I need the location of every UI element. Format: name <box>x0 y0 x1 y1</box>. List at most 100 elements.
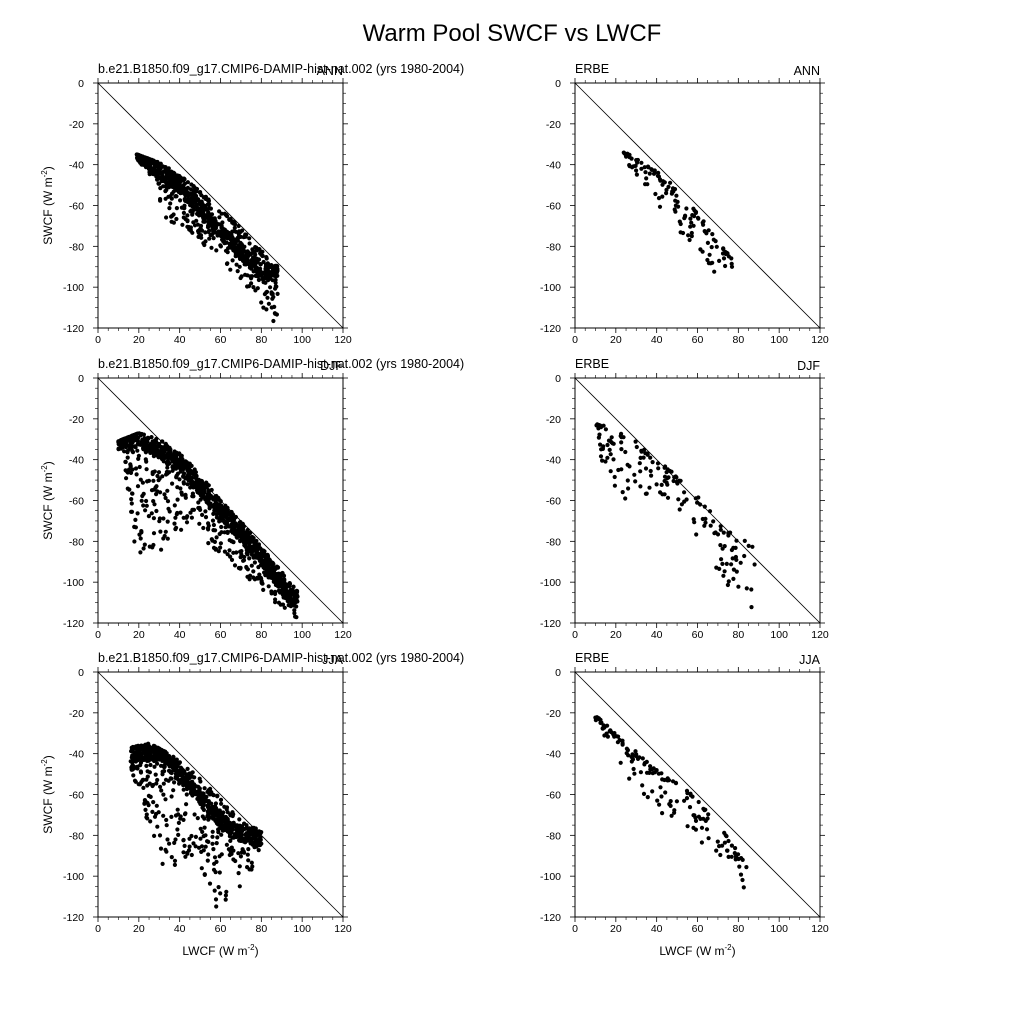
y-axis-label-close: ) <box>41 755 55 759</box>
scatter-point <box>273 597 278 602</box>
scatter-point <box>237 233 242 238</box>
scatter-point <box>265 295 270 300</box>
scatter-point <box>696 799 701 805</box>
scatter-point <box>612 474 617 480</box>
scatter-point <box>178 198 183 203</box>
scatter-point <box>218 823 223 828</box>
scatter-point <box>722 840 728 845</box>
scatter-point <box>264 307 269 312</box>
scatter-point <box>259 272 264 277</box>
scatter-point <box>623 496 628 501</box>
scatter-point <box>211 511 216 516</box>
scatter-point <box>705 257 710 263</box>
scatter-point <box>678 221 683 227</box>
x-tick-label: 120 <box>334 334 352 346</box>
scatter-point <box>199 213 204 218</box>
scatter-point <box>242 821 247 826</box>
scatter-point <box>609 435 614 440</box>
scatter-point <box>271 318 276 324</box>
scatter-point <box>223 248 229 253</box>
scatter-point <box>147 750 152 756</box>
scatter-point <box>634 444 639 450</box>
scatter-point <box>271 294 276 300</box>
scatter-point <box>153 169 158 174</box>
scatter-point <box>212 861 217 866</box>
scatter-point <box>141 503 146 508</box>
scatter-point <box>253 273 258 278</box>
scatter-point <box>596 716 601 721</box>
scatter-point <box>629 759 634 764</box>
scatter-point <box>203 497 209 502</box>
scatter-point <box>177 181 182 186</box>
scatter-point <box>177 451 182 456</box>
scatter-point <box>128 443 133 448</box>
scatter-point <box>140 480 145 485</box>
scatter-point <box>603 459 608 464</box>
scatter-point <box>652 170 657 175</box>
scatter-point <box>619 467 624 472</box>
x-tick-label: 120 <box>334 629 352 641</box>
scatter-point <box>243 536 248 541</box>
scatter-point <box>147 781 152 786</box>
scatter-point <box>281 581 286 586</box>
scatter-point <box>671 189 676 194</box>
scatter-point <box>689 230 694 236</box>
scatter-point <box>169 855 174 860</box>
scatter-point <box>684 788 690 794</box>
scatter-point <box>181 178 186 183</box>
scatter-point <box>164 823 169 828</box>
x-tick-label: 100 <box>293 629 311 641</box>
scatter-point <box>237 884 242 889</box>
scatter-point <box>607 447 612 452</box>
scatter-point <box>639 160 644 165</box>
scatter-point <box>633 479 638 484</box>
scatter-point <box>687 805 693 810</box>
scatter-point <box>144 467 149 472</box>
scatter-point <box>618 760 623 765</box>
scatter-point <box>240 847 245 852</box>
scatter-point <box>194 473 199 478</box>
y-axis-label-close: ) <box>41 166 55 170</box>
scatter-point <box>222 530 227 535</box>
scatter-point <box>237 817 242 822</box>
scatter-point <box>295 594 300 599</box>
scatter-point <box>184 802 189 807</box>
x-tick-label: 0 <box>572 629 578 641</box>
scatter-point <box>211 219 216 224</box>
scatter-point <box>132 539 137 544</box>
scatter-point <box>189 515 194 520</box>
scatter-point <box>621 435 626 440</box>
scatter-point <box>152 833 157 839</box>
scatter-point <box>213 897 219 902</box>
scatter-point <box>656 771 661 776</box>
scatter-point <box>154 803 159 808</box>
scatter-point <box>160 861 165 867</box>
scatter-point <box>283 591 288 596</box>
scatter-point <box>249 281 254 286</box>
scatter-point <box>128 470 134 475</box>
scatter-point <box>740 857 745 863</box>
scatter-point <box>724 250 729 255</box>
scatter-point <box>294 598 299 603</box>
y-tick-label: -100 <box>63 577 84 589</box>
scatter-point <box>251 828 256 833</box>
scatter-point <box>604 731 609 736</box>
scatter-point <box>643 451 648 456</box>
scatter-point <box>236 871 241 876</box>
scatter-point <box>244 833 249 838</box>
y-tick-label: -20 <box>546 708 561 720</box>
scatter-point <box>258 553 263 559</box>
scatter-point <box>619 440 624 445</box>
scatter-point <box>160 769 165 774</box>
scatter-point <box>223 503 228 508</box>
scatter-point <box>228 813 233 818</box>
y-tick-label: -60 <box>546 790 561 802</box>
scatter-point <box>183 475 188 480</box>
scatter-point <box>203 515 209 520</box>
scatter-point <box>707 252 712 257</box>
scatter-point <box>665 778 670 783</box>
scatter-point <box>163 441 168 446</box>
scatter-point <box>133 444 138 449</box>
scatter-point <box>161 792 166 797</box>
y-tick-label: 0 <box>555 667 561 679</box>
